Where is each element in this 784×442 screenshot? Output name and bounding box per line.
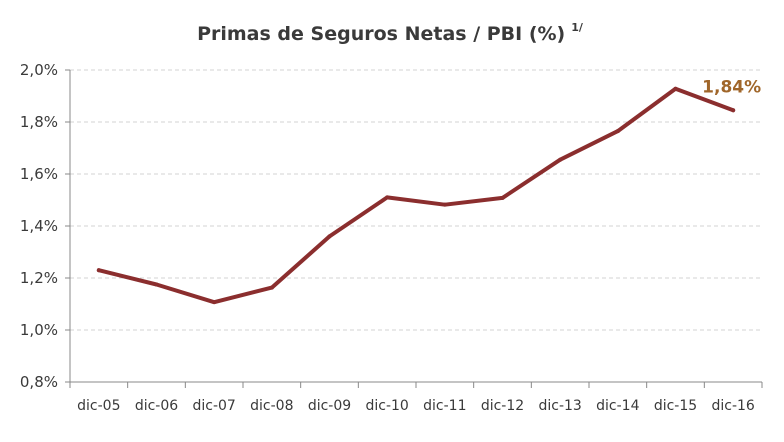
data-point — [615, 129, 620, 134]
x-tick-label: dic-09 — [308, 398, 351, 414]
y-tick-label: 1,0% — [20, 321, 58, 339]
y-tick-label: 1,6% — [20, 165, 58, 183]
data-label: 1,84% — [702, 77, 761, 97]
x-tick-label: dic-06 — [135, 398, 178, 414]
x-tick-label: dic-14 — [596, 398, 639, 414]
x-tick-label: dic-10 — [365, 398, 408, 414]
x-tick-label: dic-15 — [654, 398, 697, 414]
chart-title-footnote: 1/ — [571, 21, 584, 34]
x-tick-label: dic-05 — [77, 398, 120, 414]
series-line — [96, 86, 736, 305]
x-tick-label: dic-16 — [711, 398, 754, 414]
data-point — [269, 285, 274, 290]
y-tick-label: 2,0% — [20, 61, 58, 79]
y-tick-label: 1,8% — [20, 113, 58, 131]
x-tick-label: dic-11 — [423, 398, 466, 414]
x-tick-label: dic-12 — [481, 398, 524, 414]
data-point — [212, 300, 217, 305]
y-tick-label: 1,2% — [20, 269, 58, 287]
axis-layer: 0,8% 1,0% 1,2% 1,4% 1,6% 1,8% 2,0% dic-05 dic-06… — [20, 61, 763, 414]
x-tick-label: dic-13 — [538, 398, 581, 414]
data-point — [442, 202, 447, 207]
chart-title-text: Primas de Seguros Netas / PBI (%) — [197, 23, 565, 45]
data-point — [731, 108, 736, 113]
data-point — [385, 195, 390, 200]
data-point — [327, 234, 332, 239]
label-layer: 1,84% — [702, 77, 761, 97]
chart-title: Primas de Seguros Netas / PBI (%) 1/ — [197, 21, 584, 45]
data-point — [154, 282, 159, 287]
y-tick-label: 0,8% — [20, 373, 58, 391]
data-point — [558, 157, 563, 162]
x-tick-label: dic-07 — [192, 398, 235, 414]
series-layer — [96, 86, 736, 305]
data-point — [96, 268, 101, 273]
x-tick-label: dic-08 — [250, 398, 293, 414]
grid-layer — [70, 69, 762, 331]
y-tick-label: 1,4% — [20, 217, 58, 235]
data-point — [673, 86, 678, 91]
data-point — [500, 195, 505, 200]
